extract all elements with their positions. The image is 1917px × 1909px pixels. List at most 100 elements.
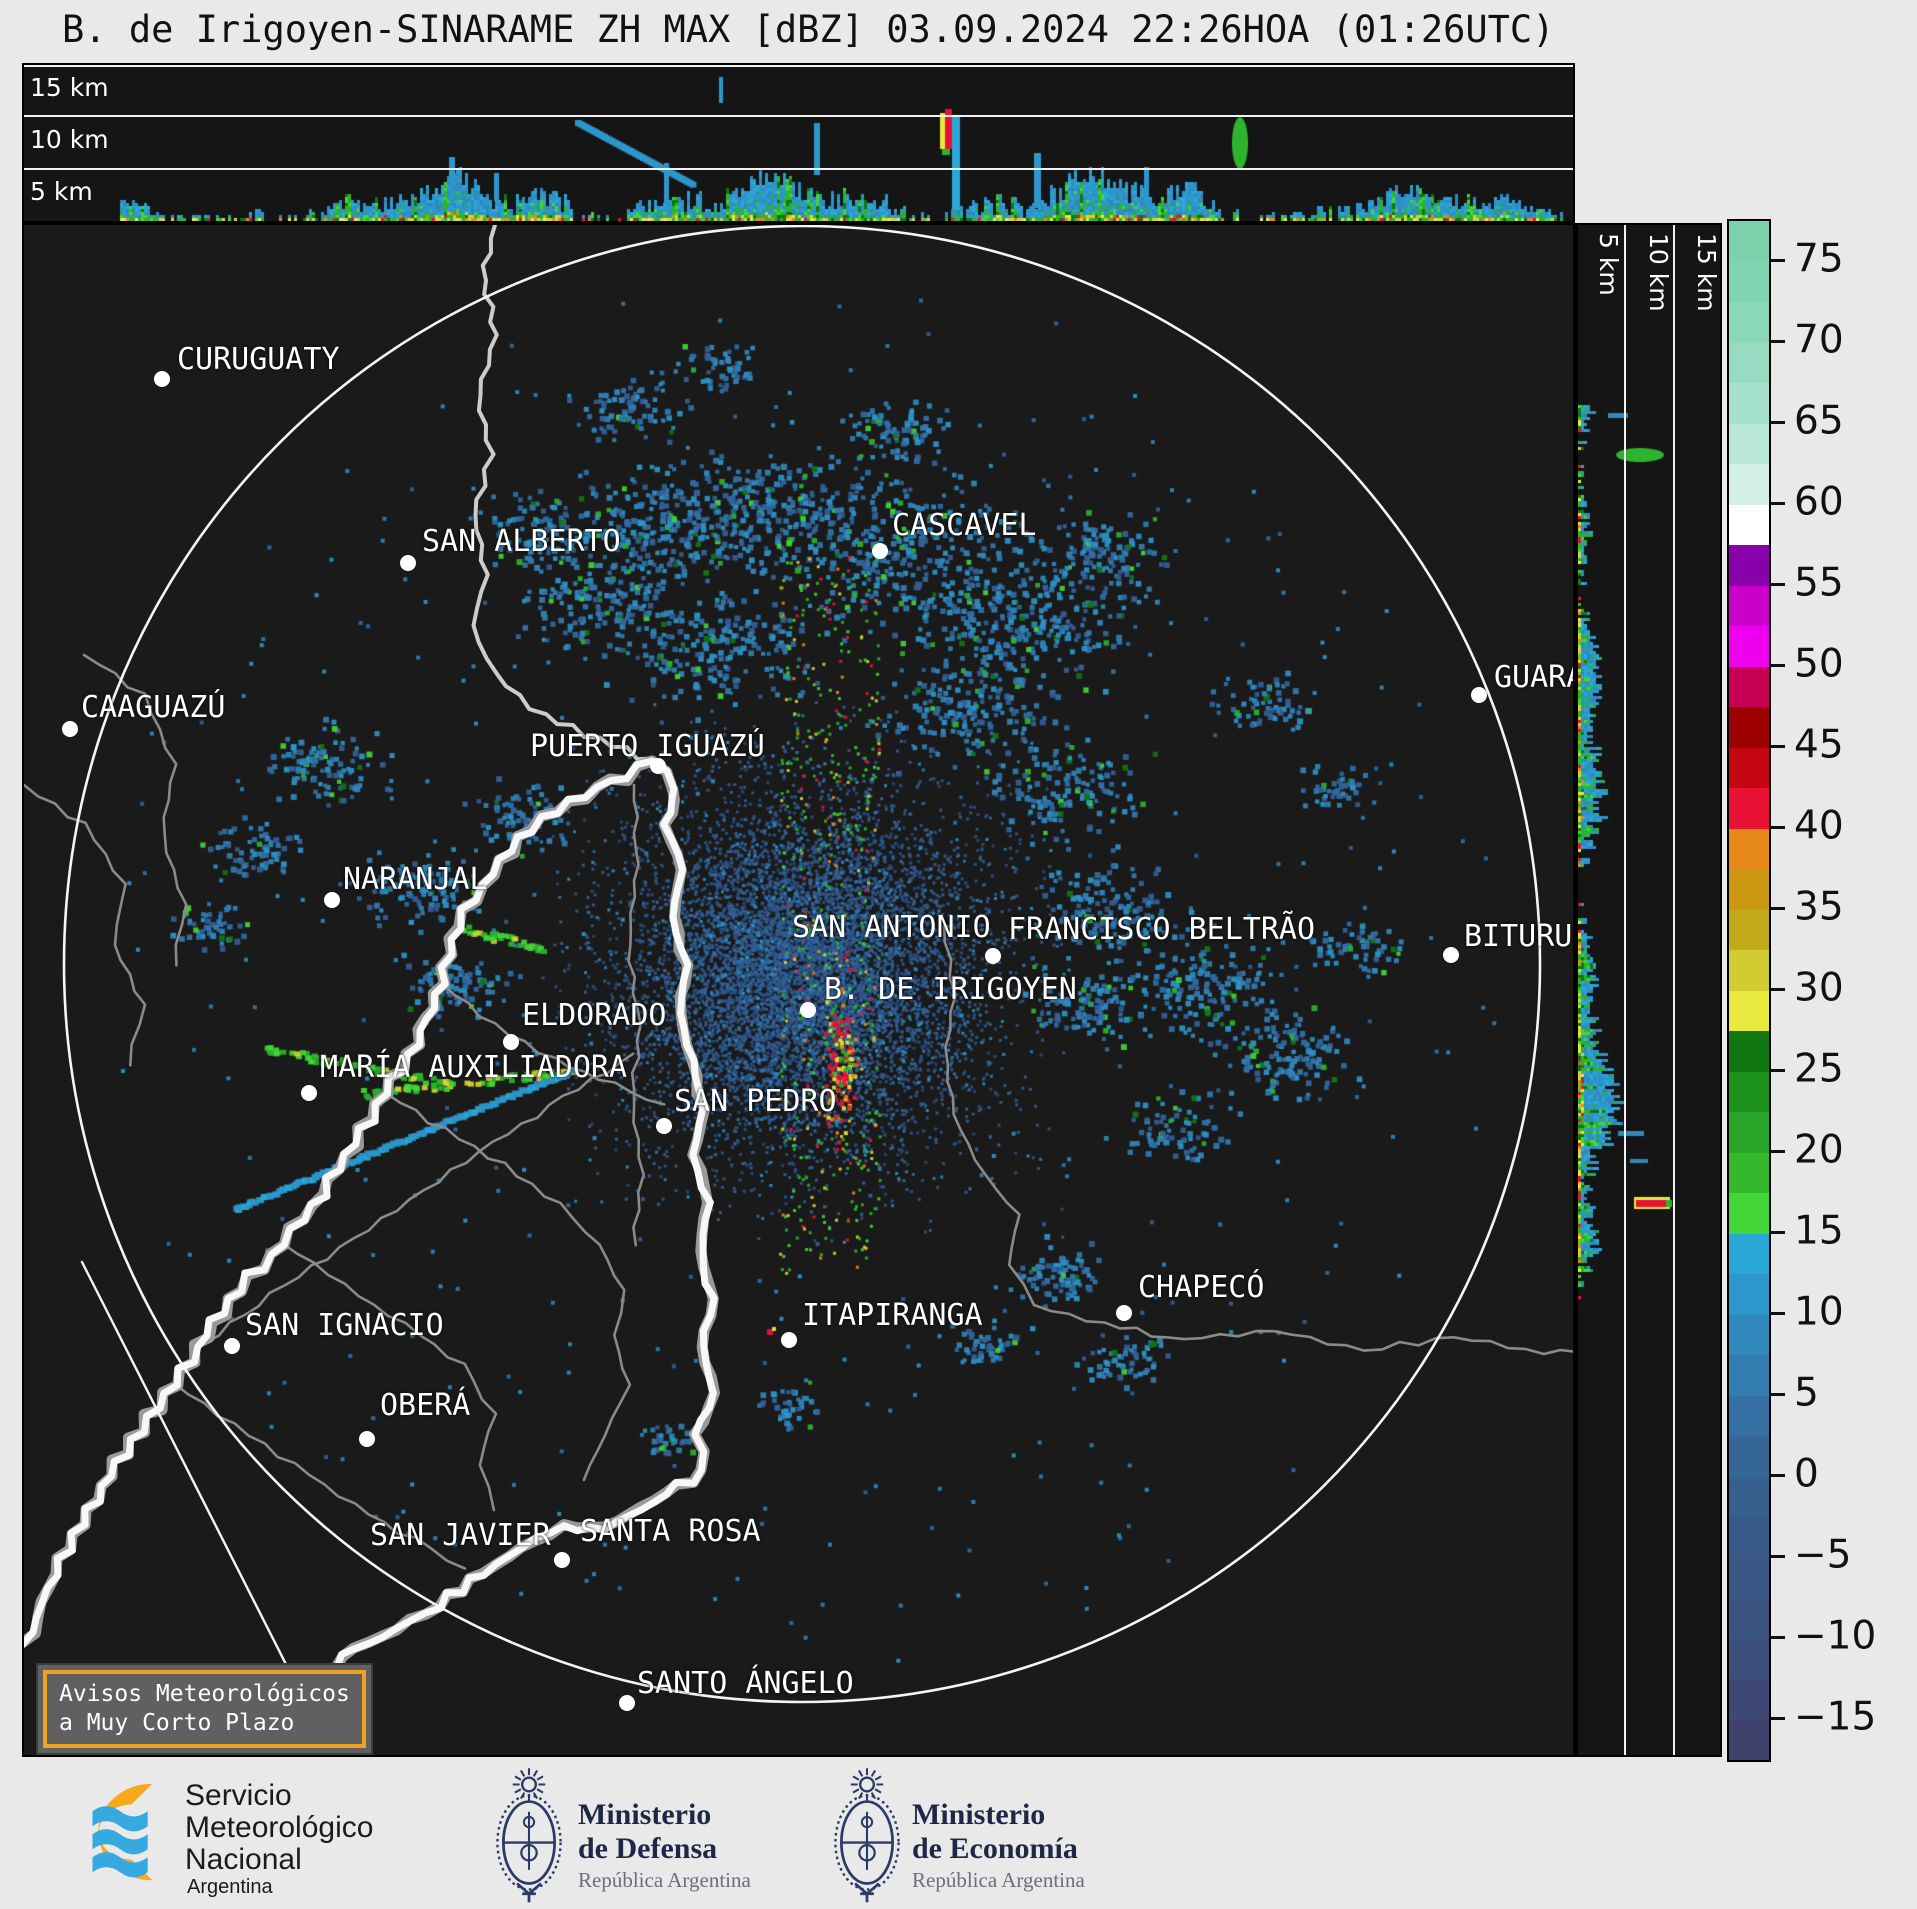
colorbar-segment: [1729, 261, 1769, 302]
top-panel-5km-gridline: [24, 168, 1573, 170]
coat-of-arms-part: [496, 1794, 562, 1891]
right-panel-10km-gridline: [1673, 225, 1675, 1755]
coat-of-arms-part: [840, 1800, 894, 1885]
colorbar-segment: [1729, 869, 1769, 910]
page-title: B. de Irigoyen-SINARAME ZH MAX [dBZ] 03.…: [62, 8, 1555, 51]
smn-logo-icon: [92, 1783, 153, 1881]
colorbar-segment: [1729, 1233, 1769, 1274]
colorbar-tick-label: 65: [1794, 398, 1844, 444]
colorbar-tick-mark: [1771, 663, 1785, 667]
colorbar-segment: [1729, 909, 1769, 950]
city-label: SAN IGNACIO: [245, 1308, 444, 1343]
smn-text-servicio: Servicio: [185, 1779, 292, 1812]
coat-of-arms-part: [520, 1769, 526, 1777]
colorbar-tick-label: 0: [1794, 1451, 1819, 1497]
city-dot: [800, 1002, 816, 1018]
city-label: SAN ALBERTO: [422, 524, 621, 559]
coat-of-arms-part: [854, 1882, 880, 1903]
city-dot: [359, 1431, 375, 1447]
colorbar-segment: [1729, 1071, 1769, 1112]
alert-box: Avisos Meteorológicos a Muy Corto Plazo: [36, 1663, 373, 1755]
coat-of-arms-part: [852, 1775, 860, 1781]
city-label: CASCAVEL: [892, 508, 1037, 543]
coat-of-arms-part: [520, 1843, 538, 1862]
city-dot: [554, 1552, 570, 1568]
coat-of-arms-part: [522, 1815, 536, 1829]
right-cross-section-panel: 5 km 10 km 15 km: [1575, 223, 1722, 1757]
colorbar-tick-mark: [1771, 1716, 1785, 1720]
city-dot: [656, 1118, 672, 1134]
city-dot: [62, 721, 78, 737]
economia-text-de-economia: de Economía: [912, 1832, 1078, 1865]
coat-of-arms-part: [858, 1776, 876, 1793]
city-dot: [619, 1695, 635, 1711]
colorbar-segment: [1729, 1274, 1769, 1315]
colorbar-tick-mark: [1771, 1311, 1785, 1315]
city-label: MARÍA AUXILIADORA: [320, 1050, 628, 1085]
city-dot: [1116, 1305, 1132, 1321]
colorbar-tick-label: 5: [1794, 1370, 1819, 1416]
city-label: FRANCISCO BELTRÃO: [1008, 912, 1316, 947]
city-label: OBERÁ: [380, 1388, 471, 1423]
city-label: CHAPECÓ: [1138, 1270, 1265, 1305]
coat-of-arms-part: [502, 1800, 556, 1885]
city-dot: [301, 1085, 317, 1101]
colorbar-segment: [1729, 1436, 1769, 1477]
colorbar-segment: [1729, 545, 1769, 586]
top-panel-10km-label: 10 km: [30, 125, 109, 154]
city-dot: [1471, 687, 1487, 703]
colorbar-tick-mark: [1771, 1635, 1785, 1639]
alert-box-inner: Avisos Meteorológicos a Muy Corto Plazo: [43, 1670, 366, 1748]
colorbar-segment: [1729, 383, 1769, 424]
top-panel-5km-label: 5 km: [30, 177, 93, 206]
defensa-coat-of-arms-icon: [496, 1768, 562, 1903]
colorbar-segment: [1729, 626, 1769, 667]
alert-line-2: a Muy Corto Plazo: [59, 1710, 295, 1736]
coat-of-arms-part: [858, 1792, 864, 1800]
city-label: CAAGUAZÚ: [81, 690, 226, 725]
colorbar-tick-label: 20: [1794, 1127, 1844, 1173]
radar-echo-canvas: [24, 225, 1573, 1755]
colorbar-segment: [1729, 1476, 1769, 1517]
city-dot: [781, 1332, 797, 1348]
colorbar-tick-mark: [1771, 906, 1785, 910]
colorbar-tick-mark: [1771, 825, 1785, 829]
colorbar-tick-label: 25: [1794, 1046, 1844, 1092]
colorbar-segment: [1729, 788, 1769, 829]
coat-of-arms-part: [536, 1788, 544, 1794]
coat-of-arms-part: [852, 1788, 860, 1794]
colorbar-tick-label: 50: [1794, 641, 1844, 687]
colorbar-segment: [1729, 828, 1769, 869]
top-panel-frame-line: [24, 65, 1573, 67]
colorbar-segment: [1729, 1395, 1769, 1436]
coat-of-arms-part: [858, 1843, 876, 1862]
city-label: SANTO ÁNGELO: [637, 1666, 854, 1701]
colorbar-tick-label: −5: [1794, 1532, 1852, 1578]
smn-text-argentina: Argentina: [187, 1876, 273, 1898]
city-label: SAN ANTONIO: [792, 910, 991, 945]
smn-text-nacional: Nacional: [185, 1843, 302, 1876]
colorbar-segment: [1729, 342, 1769, 383]
colorbar-segment: [1729, 990, 1769, 1031]
colorbar-segment: [1729, 950, 1769, 991]
city-dot: [154, 371, 170, 387]
top-cross-section-echo-canvas: [24, 65, 1573, 221]
colorbar-tick-label: 40: [1794, 803, 1844, 849]
colorbar-tick-label: 15: [1794, 1208, 1844, 1254]
city-dot: [872, 543, 888, 559]
city-label: ELDORADO: [522, 998, 667, 1033]
city-label: PUERTO IGUAZÚ: [530, 729, 765, 764]
colorbar-tick-mark: [1771, 744, 1785, 748]
city-dot: [650, 758, 666, 774]
colorbar-tick-mark: [1771, 1392, 1785, 1396]
colorbar-tick-mark: [1771, 987, 1785, 991]
coat-of-arms-part: [520, 1792, 526, 1800]
right-panel-5km-label: 5 km: [1594, 233, 1623, 296]
defensa-text-republica: República Argentina: [578, 1868, 751, 1892]
city-label: SAN JAVIER: [370, 1518, 551, 1553]
top-panel-10km-gridline: [24, 115, 1573, 117]
colorbar-tick-label: 45: [1794, 722, 1844, 768]
economia-coat-of-arms-icon: [834, 1768, 900, 1903]
colorbar-tick-label: 35: [1794, 884, 1844, 930]
colorbar-tick-mark: [1771, 1230, 1785, 1234]
